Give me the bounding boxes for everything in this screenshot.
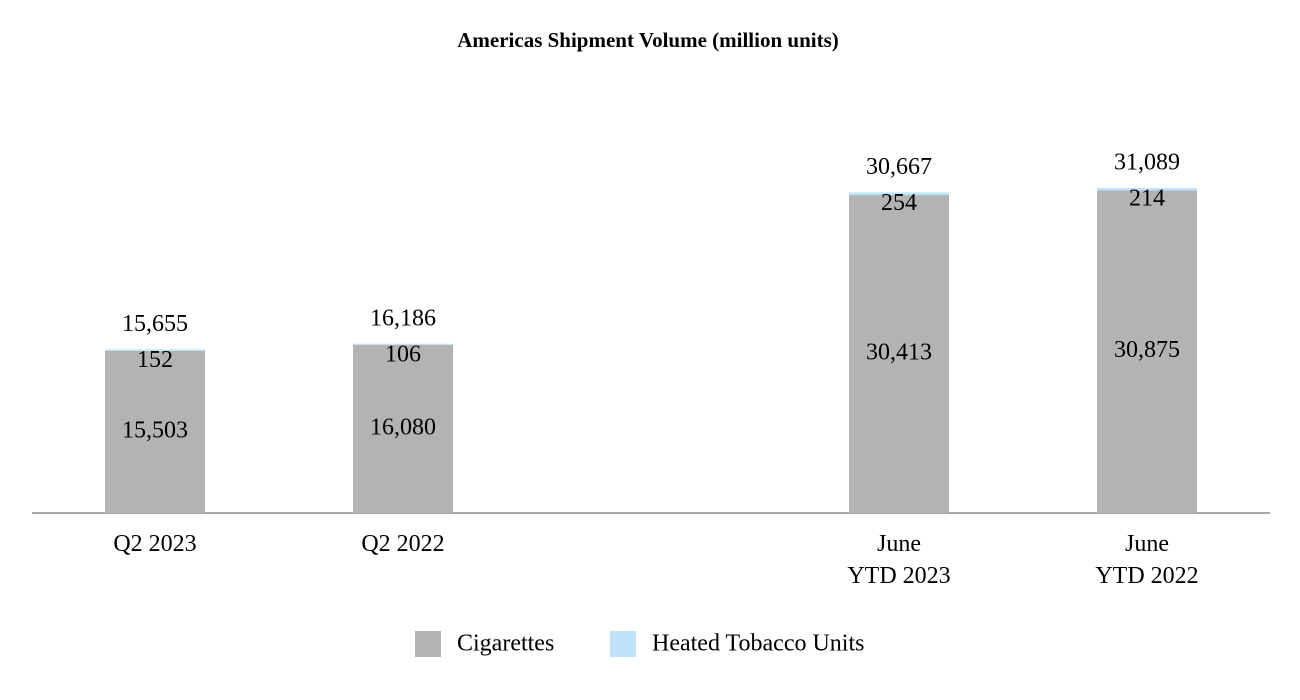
value-label: 214 xyxy=(1129,186,1165,212)
bar-segment xyxy=(1097,188,1197,191)
x-tick-label: June YTD 2022 xyxy=(1095,531,1198,589)
value-label: 30,875 xyxy=(1114,337,1180,363)
x-tick-label: Q2 2022 xyxy=(361,531,444,557)
legend-swatch xyxy=(415,631,441,657)
value-label: 106 xyxy=(385,341,421,367)
bar-segment xyxy=(353,344,453,513)
x-tick-label: June YTD 2023 xyxy=(847,531,950,589)
bar-segment xyxy=(849,192,949,196)
total-label: 16,186 xyxy=(370,305,436,331)
value-label: 15,503 xyxy=(122,417,188,443)
value-label: 16,080 xyxy=(370,414,436,440)
legend-label: Cigarettes xyxy=(457,631,554,657)
chart-title: Americas Shipment Volume (million units) xyxy=(457,28,839,52)
x-tick-label: Q2 2023 xyxy=(113,531,196,557)
legend-label: Heated Tobacco Units xyxy=(652,631,864,657)
value-label: 152 xyxy=(137,347,173,373)
total-label: 31,089 xyxy=(1114,150,1180,176)
total-label: 15,655 xyxy=(122,311,188,337)
value-label: 254 xyxy=(881,190,917,216)
bar-segment xyxy=(353,343,453,345)
bar-segment xyxy=(1097,190,1197,513)
total-label: 30,667 xyxy=(866,154,932,180)
value-label: 30,413 xyxy=(866,340,932,366)
bar-segment xyxy=(849,195,949,513)
bar-segment xyxy=(105,349,205,351)
bar-segment xyxy=(105,350,205,513)
legend-swatch xyxy=(610,631,636,657)
